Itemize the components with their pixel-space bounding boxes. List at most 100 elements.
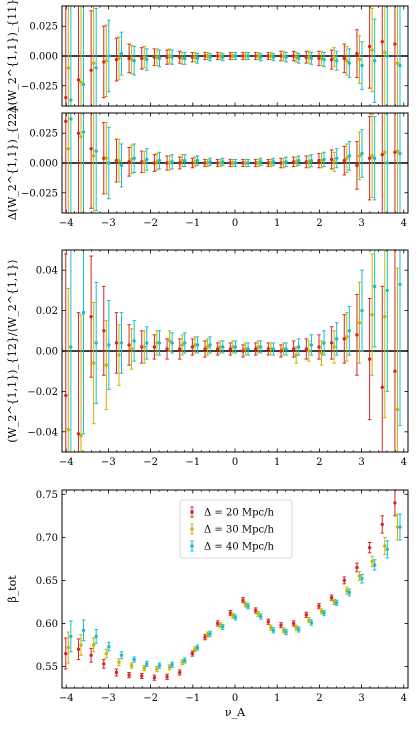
data-point [370,559,374,564]
data-point [231,54,235,58]
data-point [216,347,220,351]
data-point [367,44,372,49]
y-tick-label: −0.025 [21,81,58,92]
data-point [221,345,225,349]
data-point [317,158,321,163]
data-point [309,620,314,625]
data-point [291,621,296,626]
data-point [395,407,400,412]
data-point [119,341,124,345]
data-point [180,343,184,347]
data-point [203,161,207,165]
data-point [145,341,149,345]
data-point [269,347,273,351]
y-tick-label: −0.04 [27,427,58,438]
data-point [218,345,222,349]
data-point [91,61,96,65]
data-point [307,55,311,59]
data-point [294,55,298,59]
data-point [119,51,124,56]
data-point [367,545,372,550]
y-tick-label: −0.025 [21,188,58,199]
data-point [266,620,271,624]
data-point [107,54,111,58]
data-point [157,663,162,668]
data-point [294,160,298,164]
data-point [334,337,339,341]
data-point [360,63,364,68]
data-point [140,160,144,164]
data-point [383,50,387,55]
data-point [104,363,109,367]
data-point [129,663,134,668]
y-tick-label: 0.00 [36,347,58,358]
data-point [221,625,225,629]
data-point [117,158,121,163]
data-point [370,48,374,52]
data-point [271,628,276,633]
data-point [291,54,296,58]
data-point [269,54,273,58]
data-point [132,339,136,343]
data-point [193,343,197,347]
y-axis-label: β_tot [6,575,19,603]
data-point [89,653,93,657]
data-layer [64,113,402,213]
data-point [279,623,283,627]
data-point [297,56,301,61]
x-tick-label: 3 [358,218,364,229]
data-point [357,321,362,325]
data-point [107,343,111,347]
x-tick-label: 2 [316,693,322,704]
data-point [342,56,346,61]
data-point [155,160,159,164]
data-point [342,158,346,163]
data-point [89,68,93,72]
x-tick-label: 0 [232,457,238,468]
data-point [195,158,200,163]
data-point [132,657,136,662]
data-point [79,80,83,84]
data-point [216,161,220,165]
data-point [241,54,245,58]
data-point [256,612,260,616]
data-point [107,644,111,649]
x-tick-label: 4 [401,693,407,704]
data-point [385,288,390,293]
x-tick-label: −4 [59,693,74,704]
data-point [329,57,334,62]
data-point [259,160,263,164]
data-point [322,341,326,345]
data-point [190,345,195,349]
data-point [208,343,212,347]
data-point [221,55,225,59]
x-tick-label: 1 [274,218,280,229]
data-point [297,627,301,632]
data-point [372,563,377,567]
data-point [81,628,86,633]
x-tick-label: −4 [59,218,74,229]
y-tick-label: 0.65 [36,576,58,587]
legend-marker [190,510,194,514]
data-point [208,55,212,59]
data-point [104,59,109,63]
data-point [284,160,288,164]
data-point [246,347,250,351]
data-point [253,347,258,351]
data-point [102,662,106,666]
data-point [94,634,98,639]
data-point [243,54,248,58]
data-point [76,647,81,651]
data-point [205,161,210,165]
data-point [319,56,324,61]
data-point [395,149,400,153]
data-point [385,161,390,165]
data-point [279,349,283,353]
data-point [398,525,402,529]
data-point [102,156,106,160]
data-point [329,157,334,162]
data-point [64,119,68,124]
data-point [395,61,400,65]
data-point [66,147,71,151]
data-point [355,163,359,168]
